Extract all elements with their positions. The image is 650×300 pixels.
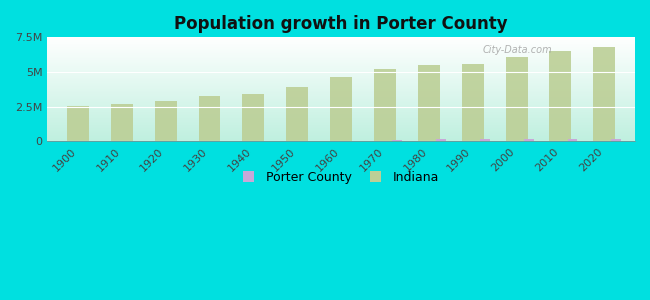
Bar bbox=[524, 139, 534, 141]
Bar bbox=[155, 100, 177, 141]
Bar bbox=[593, 47, 616, 141]
Bar bbox=[462, 64, 484, 141]
Bar bbox=[392, 140, 402, 141]
Text: City-Data.com: City-Data.com bbox=[483, 45, 552, 55]
Bar bbox=[374, 69, 396, 141]
Legend: Porter County, Indiana: Porter County, Indiana bbox=[238, 166, 444, 189]
Bar bbox=[418, 65, 440, 141]
Bar bbox=[480, 139, 489, 141]
Bar bbox=[330, 76, 352, 141]
Bar bbox=[549, 51, 571, 141]
Title: Population growth in Porter County: Population growth in Porter County bbox=[174, 15, 508, 33]
Bar bbox=[506, 57, 528, 141]
Bar bbox=[612, 139, 621, 141]
Bar bbox=[436, 140, 446, 141]
Bar bbox=[198, 96, 220, 141]
Bar bbox=[567, 139, 577, 141]
Bar bbox=[286, 87, 308, 141]
Bar bbox=[242, 94, 265, 141]
Bar bbox=[111, 104, 133, 141]
Bar bbox=[67, 106, 89, 141]
